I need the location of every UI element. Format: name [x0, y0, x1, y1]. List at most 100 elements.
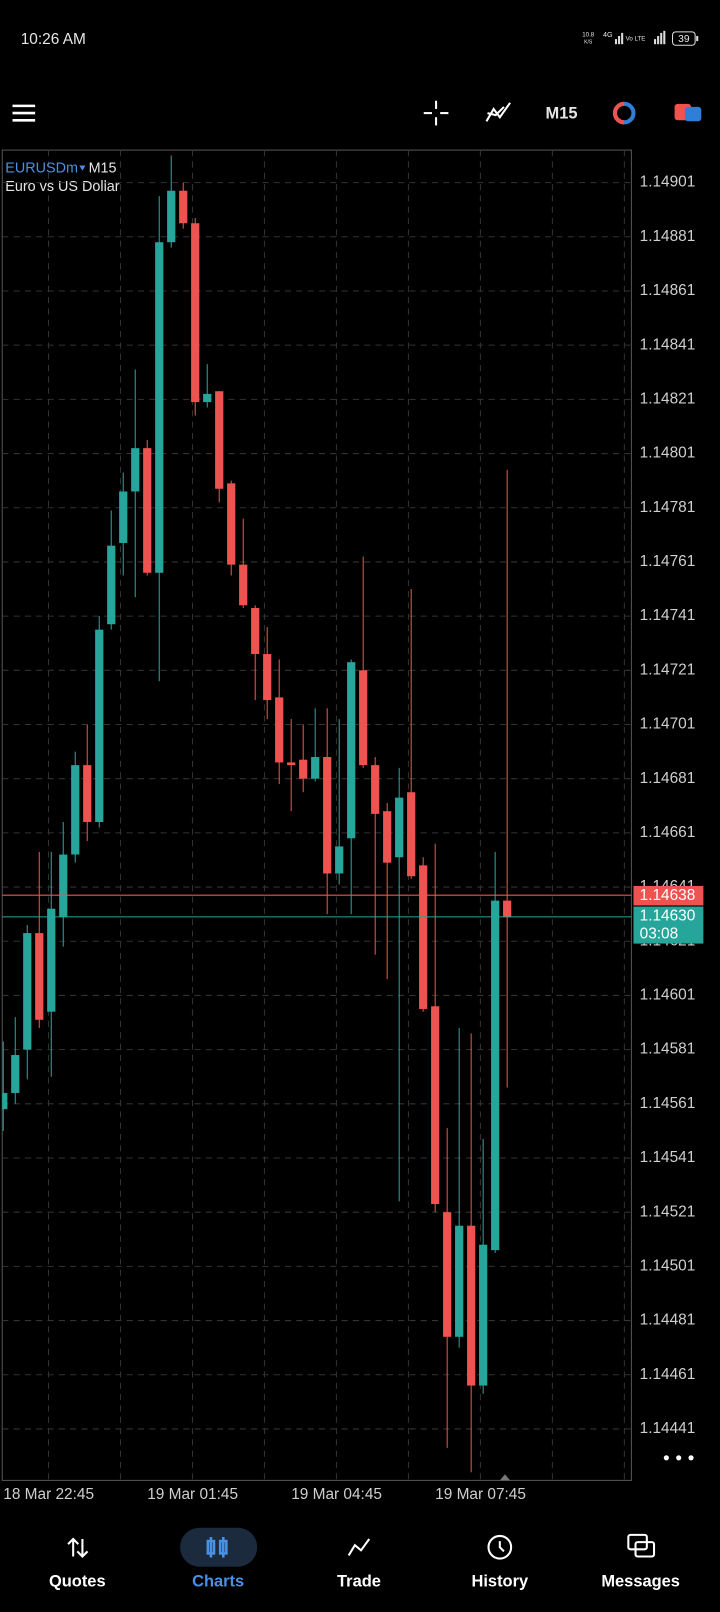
candle-body: [35, 933, 44, 1020]
candle-body: [167, 190, 176, 243]
x-tick-label: 18 Mar 22:45: [3, 1486, 94, 1503]
battery: [672, 31, 696, 46]
y-tick-label: 1.14801: [640, 445, 696, 462]
price-label: 1.14638: [640, 887, 696, 904]
candle-body: [239, 564, 248, 606]
y-tick-label: 1.14741: [640, 607, 696, 624]
nav-label[interactable]: Messages: [601, 1573, 680, 1591]
status-network: 4G: [603, 30, 613, 39]
plot-frame: [1, 149, 632, 1481]
scroll-marker: [499, 1474, 511, 1481]
candle-body: [275, 697, 284, 763]
y-tick-label: 1.14861: [640, 282, 696, 299]
candles: [2, 155, 512, 1473]
candle-body: [443, 1212, 452, 1337]
candle-body: [335, 846, 344, 874]
candle-body: [131, 448, 140, 492]
y-tick-label: 1.14521: [640, 1203, 696, 1220]
candle-body: [59, 854, 68, 917]
status-volte: Vo LTE: [626, 36, 646, 43]
price-timer: 03:08: [640, 925, 679, 942]
x-tick-label: 19 Mar 01:45: [147, 1486, 238, 1503]
price-label-box: [633, 885, 704, 906]
battery-level: 39: [678, 34, 690, 45]
account-icon-half: [612, 101, 625, 125]
nav-label[interactable]: Quotes: [49, 1573, 106, 1591]
candle-body: [143, 448, 152, 573]
candle-body: [359, 670, 368, 766]
y-tick-label: 1.14901: [640, 174, 696, 191]
candle-body: [251, 607, 260, 655]
menu-button[interactable]: [12, 104, 36, 122]
candle-body: [47, 908, 56, 1012]
indicators-button[interactable]: [485, 102, 511, 122]
battery-cap: [696, 35, 699, 42]
active-tab-pill: [180, 1527, 258, 1567]
y-tick-label: 1.14461: [640, 1366, 696, 1383]
y-tick-label: 1.14501: [640, 1257, 696, 1274]
candle-body: [431, 1006, 440, 1205]
nav-icons: [67, 1533, 656, 1560]
candle-body: [227, 483, 236, 565]
candle-body: [395, 797, 404, 858]
symbol-dropdown[interactable]: [79, 165, 86, 171]
y-tick-label: 1.14681: [640, 770, 696, 787]
more-button[interactable]: [663, 1455, 694, 1461]
candle-body: [323, 757, 332, 874]
y-tick-label: 1.14761: [640, 553, 696, 570]
nav-label[interactable]: Trade: [337, 1573, 381, 1591]
chart-symbol: EURUSDm: [5, 160, 78, 176]
status-speed-unit: K/S: [584, 40, 593, 46]
candle-body: [383, 811, 392, 863]
candle-body: [95, 629, 104, 823]
crosshair-button[interactable]: [423, 100, 449, 126]
trade-icon-part: [684, 106, 702, 122]
candle-body: [347, 662, 356, 839]
candle-body: [479, 1244, 488, 1386]
charts-icon: [206, 1536, 228, 1558]
candle-body: [179, 190, 188, 224]
nav-label[interactable]: History: [471, 1573, 528, 1591]
candle-body: [455, 1225, 464, 1337]
price-label-box: [633, 906, 704, 944]
timeframe-button[interactable]: M15: [546, 104, 578, 122]
chart-description: Euro vs US Dollar: [5, 179, 119, 195]
candle-body: [11, 1055, 20, 1093]
y-tick-label: 1.14881: [640, 228, 696, 245]
y-tick-label: 1.14841: [640, 336, 696, 353]
candle-body: [119, 491, 128, 543]
x-tick-label: 19 Mar 04:45: [291, 1486, 382, 1503]
candle-body: [311, 757, 320, 779]
y-tick-label: 1.14581: [640, 1041, 696, 1058]
candle-body: [215, 391, 224, 489]
candle-body: [407, 792, 416, 877]
y-tick-label: 1.14601: [640, 987, 696, 1004]
candle-body: [2, 1092, 8, 1110]
x-tick-label: 19 Mar 07:45: [435, 1486, 526, 1503]
candle-body: [299, 759, 308, 779]
y-tick-label: 1.14481: [640, 1312, 696, 1329]
candle-body: [371, 765, 380, 814]
status-time: 10:26 AM: [21, 31, 86, 48]
y-tick-label: 1.14561: [640, 1095, 696, 1112]
signal-icons: [614, 30, 666, 45]
candle-body: [491, 900, 500, 1251]
candle-body: [83, 765, 92, 823]
status-speed: 10.8: [582, 32, 595, 39]
candle-body: [71, 765, 80, 855]
candle-body: [503, 900, 512, 917]
y-tick-label: 1.14721: [640, 661, 696, 678]
candle-body: [467, 1225, 476, 1386]
nav-label[interactable]: Charts: [192, 1573, 244, 1591]
candle-body: [191, 223, 200, 403]
y-tick-label: 1.14661: [640, 824, 696, 841]
y-tick-label: 1.14781: [640, 499, 696, 516]
candle-body: [23, 933, 32, 1050]
y-tick-label: 1.14821: [640, 390, 696, 407]
candle-body: [263, 654, 272, 701]
price-label: 1.14630: [640, 907, 696, 924]
y-tick-label: 1.14441: [640, 1420, 696, 1437]
candle-body: [203, 393, 212, 403]
